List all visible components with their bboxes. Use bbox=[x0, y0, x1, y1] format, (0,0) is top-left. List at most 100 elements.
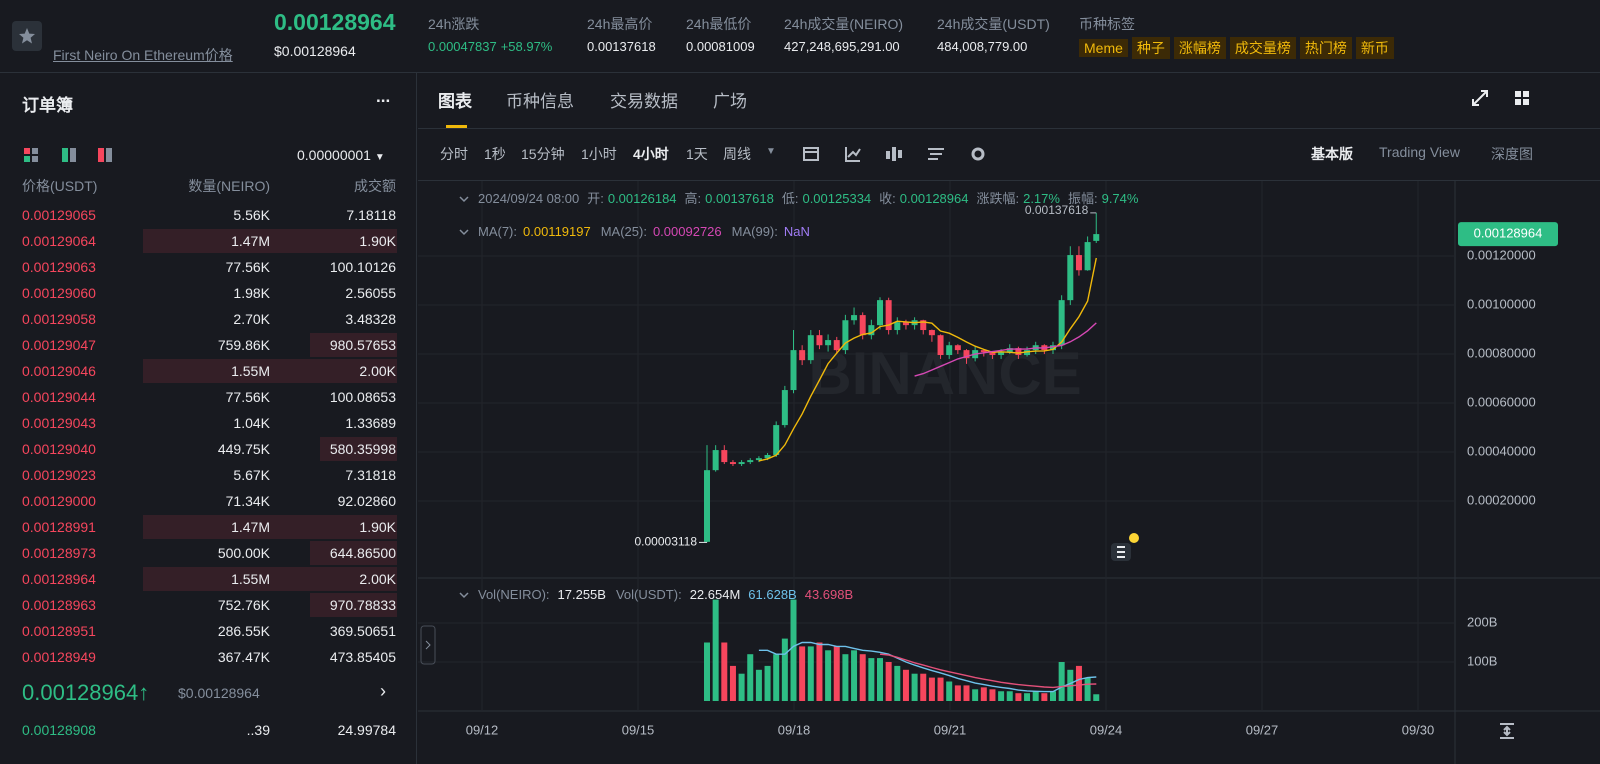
interval[interactable]: 15分钟 bbox=[521, 146, 565, 162]
ask-amount: 1.04K bbox=[233, 415, 270, 431]
tool-icons[interactable] bbox=[800, 143, 990, 165]
tags: Meme 种子 涨幅榜 成交量榜 热门榜 新币 bbox=[1079, 37, 1398, 59]
volume-bar bbox=[1093, 694, 1100, 701]
ask-amount: 1.47M bbox=[231, 519, 270, 535]
volume-bar bbox=[1032, 691, 1039, 701]
view-option[interactable]: 深度图 bbox=[1491, 146, 1533, 162]
layout-icons[interactable] bbox=[24, 148, 124, 164]
more-button[interactable]: ... bbox=[376, 87, 391, 106]
interval[interactable]: 4小时 bbox=[633, 146, 669, 162]
legend-text: 2024/09/24 08:00 bbox=[478, 191, 579, 206]
interval[interactable]: 1秒 bbox=[484, 146, 506, 162]
candle-body bbox=[747, 460, 754, 463]
legend-line: 2024/09/24 08:00 开: 0.00126184 高: 0.00137618… bbox=[478, 191, 1139, 206]
tag[interactable]: Meme bbox=[1079, 39, 1128, 57]
tab[interactable]: 图表 bbox=[438, 92, 472, 111]
last-usd: $0.00128964 bbox=[178, 685, 260, 701]
col-header: 价格(USDT) bbox=[22, 178, 98, 194]
x-tick-label: 09/21 bbox=[934, 722, 967, 737]
volume-bar bbox=[894, 665, 901, 701]
low-label: 0.00003118 bbox=[634, 535, 697, 549]
candle-body bbox=[1075, 255, 1082, 271]
volume-bar bbox=[989, 689, 996, 701]
interval[interactable]: 1小时 bbox=[581, 146, 617, 162]
tab[interactable]: 交易数据 bbox=[610, 92, 678, 111]
interval[interactable]: 1天 bbox=[686, 146, 708, 162]
depth-bar bbox=[143, 567, 397, 591]
last-arrow: ↑ bbox=[138, 680, 150, 705]
tag[interactable]: 新币 bbox=[1355, 37, 1394, 59]
depth-bar bbox=[143, 515, 397, 539]
coin-name[interactable]: First Neiro On Ethereum价格 bbox=[53, 47, 233, 63]
candle-body bbox=[1084, 242, 1091, 271]
ask-amount: 5.56K bbox=[233, 207, 270, 223]
tab[interactable]: 广场 bbox=[713, 92, 747, 111]
stat-value: 484,008,779.00 bbox=[937, 39, 1027, 54]
ask-total: 580.35998 bbox=[329, 441, 396, 457]
ask-amount: 752.76K bbox=[217, 597, 270, 613]
volume-bar bbox=[807, 646, 814, 701]
y-tick-label: 100B bbox=[1467, 653, 1497, 668]
caret bbox=[459, 229, 469, 236]
header-price: 0.00128964 bbox=[274, 9, 396, 35]
legend-line: Vol(NEIRO): 17.255B Vol(USDT): 22.654M 61.62… bbox=[478, 587, 853, 602]
view-option[interactable]: Trading View bbox=[1379, 144, 1460, 160]
tab[interactable]: 币种信息 bbox=[506, 92, 574, 111]
volume-bar bbox=[842, 654, 849, 701]
candle-body bbox=[764, 454, 771, 459]
legend-text: 43.698B bbox=[805, 587, 853, 602]
caret bbox=[459, 592, 469, 599]
depth-bar bbox=[320, 437, 397, 461]
volume-bar bbox=[998, 691, 1005, 701]
ask-price: 0.00128951 bbox=[22, 623, 96, 639]
ask-amount: 77.56K bbox=[225, 389, 270, 405]
candle-body bbox=[773, 425, 780, 455]
ask-total: 3.48328 bbox=[345, 311, 396, 327]
legend-line: MA(7): 0.00119197 MA(25): 0.00092726 MA(99):… bbox=[478, 224, 810, 239]
candle-body bbox=[842, 320, 849, 351]
candle-body bbox=[989, 352, 996, 356]
x-tick-label: 09/27 bbox=[1246, 722, 1279, 737]
tag[interactable]: 种子 bbox=[1131, 37, 1170, 59]
depth-bar bbox=[143, 229, 397, 253]
interval[interactable]: 周线 bbox=[723, 146, 751, 162]
tag[interactable]: 成交量榜 bbox=[1229, 37, 1296, 59]
panel-icons[interactable] bbox=[1470, 88, 1560, 110]
price-box bbox=[1458, 222, 1558, 247]
precision-select[interactable]: 0.00000001 ▼ bbox=[297, 147, 385, 163]
volume-bar bbox=[816, 642, 823, 701]
view-option[interactable]: 基本版 bbox=[1311, 146, 1353, 162]
ask-price: 0.00129000 bbox=[22, 493, 96, 509]
bid-total: 24.99784 bbox=[337, 722, 396, 738]
depth-bar bbox=[310, 541, 397, 565]
ask-total: 1.90K bbox=[359, 233, 396, 249]
x-tick-label: 09/12 bbox=[466, 722, 499, 737]
stat-label: 24h涨跌 bbox=[428, 16, 480, 32]
candle-body bbox=[980, 350, 987, 353]
scale-icon bbox=[1500, 723, 1514, 739]
volume-bar bbox=[1041, 693, 1048, 701]
candle-body bbox=[877, 300, 883, 326]
stat-label: 24h最低价 bbox=[686, 16, 752, 32]
last-price: 0.00128964↑ bbox=[22, 680, 149, 706]
tag[interactable]: 涨幅榜 bbox=[1173, 37, 1226, 59]
candle-body bbox=[954, 345, 961, 351]
ask-price: 0.00129063 bbox=[22, 259, 96, 275]
tab-indicator bbox=[446, 125, 467, 128]
x-tick-label: 09/18 bbox=[778, 722, 811, 737]
candle-body bbox=[1093, 234, 1100, 241]
ask-amount: 77.56K bbox=[225, 259, 270, 275]
legend-text: 低: bbox=[782, 191, 799, 206]
stat-label: 24h成交量(NEIRO) bbox=[784, 16, 904, 32]
order-book-title: 订单簿 bbox=[22, 96, 73, 115]
tag[interactable]: 热门榜 bbox=[1299, 37, 1352, 59]
high-label: 0.00137618 bbox=[1025, 203, 1089, 217]
favorite-button[interactable] bbox=[12, 21, 42, 51]
legend-text: 高: bbox=[685, 191, 702, 206]
more-arrow[interactable]: › bbox=[380, 681, 386, 701]
candle-body bbox=[807, 335, 814, 361]
interval[interactable]: 分时 bbox=[440, 146, 468, 162]
volume-bar bbox=[729, 665, 736, 701]
legend-text: 收: bbox=[879, 191, 896, 206]
